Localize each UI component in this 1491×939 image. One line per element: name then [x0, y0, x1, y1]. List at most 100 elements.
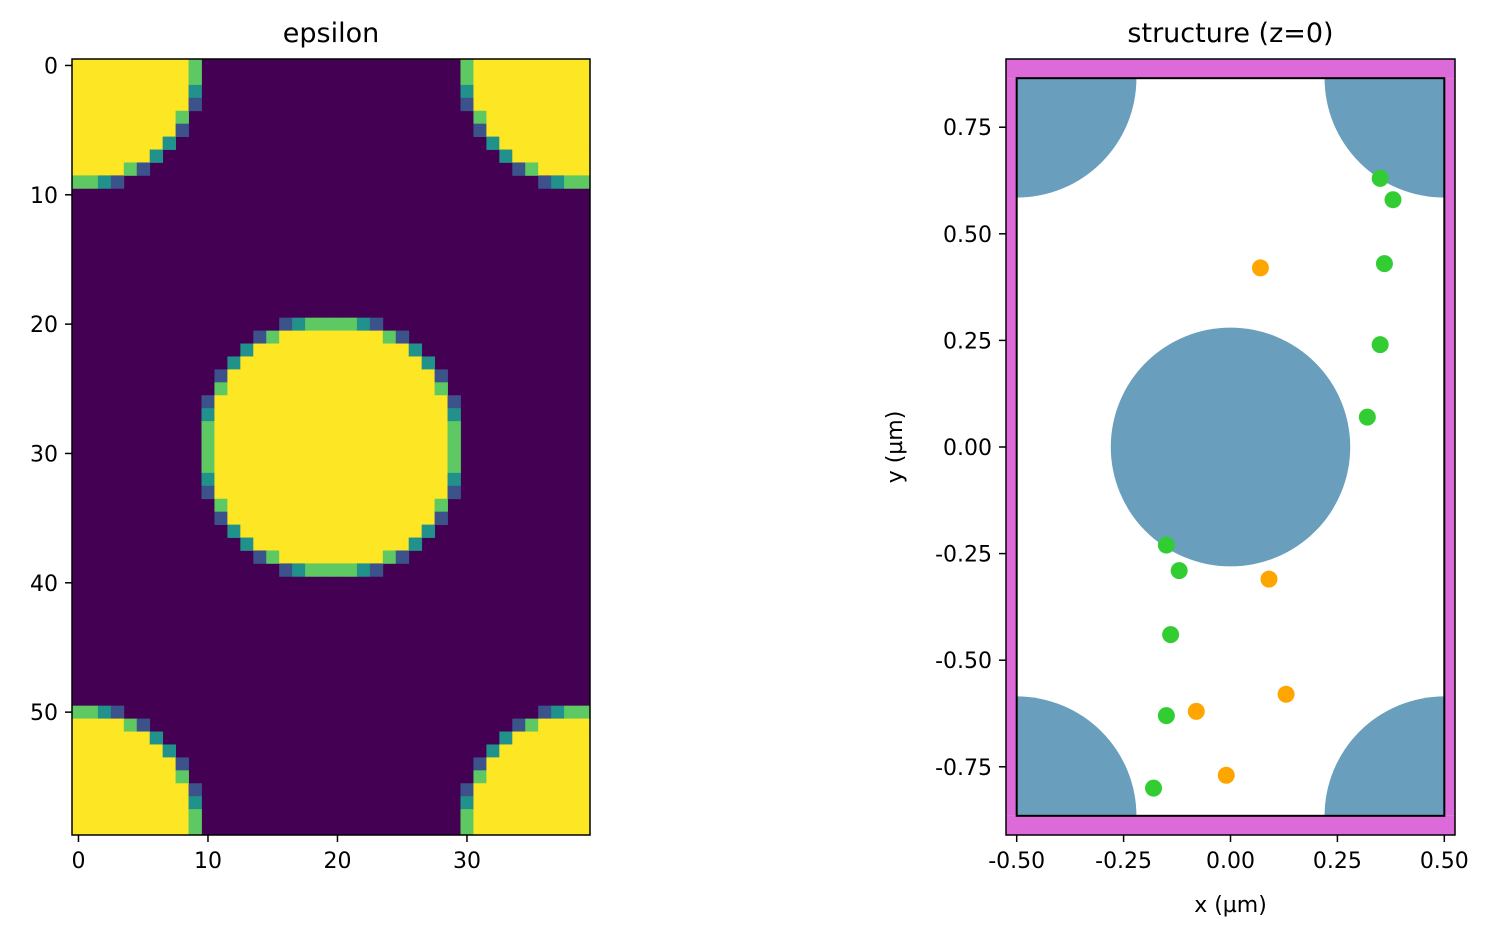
heatmap-cell: [318, 498, 332, 513]
heatmap-cell: [343, 343, 358, 357]
heatmap-cell: [97, 84, 112, 99]
y-tick-label: 20: [30, 313, 58, 338]
heatmap-cell: [305, 550, 319, 564]
heatmap-cell: [577, 71, 590, 86]
heatmap-cell: [292, 459, 306, 474]
heatmap-cell: [564, 136, 578, 150]
heatmap-cell: [318, 524, 332, 538]
heatmap-cell: [279, 537, 293, 551]
structure-x-axis-label: x (µm): [1194, 893, 1267, 918]
heatmap-cell: [318, 369, 332, 383]
heatmap-cell: [227, 395, 241, 409]
heatmap-cell: [356, 511, 371, 525]
heatmap-cell: [123, 731, 138, 745]
heatmap-cell: [525, 757, 539, 771]
heatmap-cell: [421, 485, 435, 500]
heatmap-cell: [136, 770, 151, 784]
heatmap-cell: [395, 434, 410, 448]
heatmap-cell: [395, 550, 410, 564]
heatmap-cell: [551, 705, 565, 719]
epsilon-axes-frame: [71, 58, 591, 836]
heatmap-cell: [123, 110, 138, 125]
heatmap-cell: [564, 809, 578, 823]
heatmap-cell: [369, 447, 384, 461]
heatmap-cell: [305, 485, 319, 500]
heatmap-cell: [551, 809, 565, 823]
heatmap-cell: [577, 744, 590, 758]
heatmap-cell: [331, 537, 345, 551]
heatmap-cell: [305, 382, 319, 396]
heatmap-cell: [97, 110, 112, 125]
heatmap-cell: [369, 382, 384, 396]
heatmap-cell: [577, 757, 590, 771]
heatmap-cell: [110, 718, 125, 732]
heatmap-cell: [395, 537, 410, 551]
simulation-cell-outline: [1015, 77, 1446, 817]
heatmap-cell: [110, 744, 125, 758]
structure-y-ticks: -0.75 -0.50 -0.25 0.00 0.25 0.50 0.75: [935, 116, 1006, 781]
heatmap-cell: [97, 175, 112, 189]
heatmap-cell: [460, 796, 474, 810]
heatmap-cell: [214, 459, 228, 474]
heatmap-cell: [149, 97, 164, 112]
heatmap-cell: [240, 395, 254, 409]
heatmap-cell: [395, 408, 410, 422]
heatmap-cell: [266, 395, 280, 409]
heatmap-cell: [356, 382, 371, 396]
heatmap-cell: [369, 563, 384, 577]
heatmap-cell: [84, 136, 99, 150]
heatmap-cell: [240, 421, 254, 435]
heatmap-cell: [279, 498, 293, 513]
heatmap-cell: [188, 822, 202, 835]
heatmap-cell: [564, 796, 578, 810]
heatmap-cell: [395, 472, 410, 487]
heatmap-cell: [434, 421, 448, 435]
heatmap-cell: [214, 382, 228, 396]
heatmap-cell: [369, 408, 384, 422]
heatmap-cell: [564, 162, 578, 176]
heatmap-cell: [110, 175, 125, 189]
heatmap-cell: [382, 550, 397, 564]
heatmap-cell: [408, 447, 423, 461]
heatmap-cell: [499, 123, 513, 137]
structure-cylinder: [1324, 78, 1445, 198]
green-point: [1375, 255, 1393, 273]
heatmap-cell: [72, 136, 86, 150]
heatmap-cell: [253, 330, 267, 344]
heatmap-cell: [253, 421, 267, 435]
heatmap-cell: [72, 705, 86, 719]
heatmap-cell: [356, 459, 371, 474]
heatmap-cell: [551, 770, 565, 784]
heatmap-cell: [188, 97, 202, 112]
heatmap-cell: [564, 705, 578, 719]
heatmap-cell: [110, 71, 125, 86]
heatmap-cell: [214, 498, 228, 513]
heatmap-cell: [473, 809, 487, 823]
heatmap-cell: [343, 459, 358, 474]
heatmap-cell: [356, 421, 371, 435]
heatmap-cell: [343, 550, 358, 564]
heatmap-cell: [447, 485, 461, 500]
heatmap-cell: [149, 822, 164, 835]
heatmap-cell: [149, 796, 164, 810]
heatmap-cell: [382, 330, 397, 344]
heatmap-cell: [331, 434, 345, 448]
heatmap-cell: [266, 421, 280, 435]
heatmap-cell: [408, 459, 423, 474]
heatmap-cell: [123, 97, 138, 112]
heatmap-cell: [538, 59, 552, 73]
heatmap-cell: [447, 434, 461, 448]
green-point: [1145, 779, 1163, 797]
heatmap-cell: [538, 822, 552, 835]
heatmap-cell: [473, 796, 487, 810]
heatmap-cell: [331, 395, 345, 409]
heatmap-cell: [266, 343, 280, 357]
heatmap-cell: [110, 97, 125, 112]
heatmap-cell: [460, 809, 474, 823]
heatmap-cell: [551, 136, 565, 150]
structure-cylinder: [1110, 327, 1351, 567]
heatmap-cell: [525, 97, 539, 112]
heatmap-cell: [136, 744, 151, 758]
heatmap-cell: [292, 472, 306, 487]
heatmap-cell: [447, 447, 461, 461]
